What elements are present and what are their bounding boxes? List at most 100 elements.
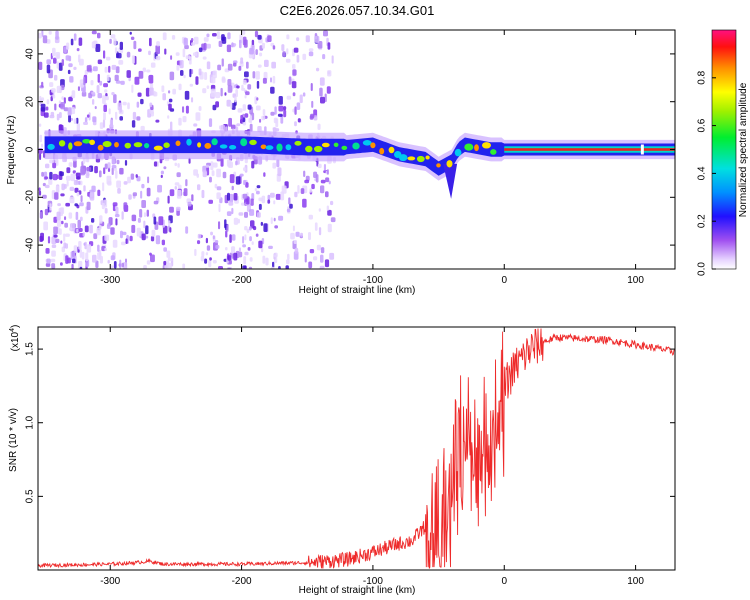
ridge-blob (89, 139, 95, 145)
ridge-blob (305, 145, 313, 153)
noise-speckle (267, 35, 272, 42)
noise-speckle (113, 38, 117, 46)
noise-speckle (73, 33, 77, 41)
y-tick-label: 40 (25, 48, 36, 60)
noise-speckle (141, 233, 146, 241)
noise-speckle (38, 32, 42, 39)
noise-speckle (317, 41, 323, 49)
noise-speckle (249, 115, 252, 124)
noise-speckle (50, 258, 56, 263)
noise-speckle (249, 236, 252, 242)
noise-speckle (49, 114, 55, 119)
noise-speckle (73, 245, 78, 253)
y-tick-label: -20 (25, 190, 36, 205)
noise-speckle (245, 182, 249, 188)
noise-speckle (182, 48, 186, 58)
noise-speckle (267, 199, 271, 204)
noise-speckle (121, 262, 124, 268)
noise-speckle (126, 51, 131, 58)
noise-speckle (289, 203, 293, 209)
colorbar-tick-label: 0.6 (697, 118, 708, 132)
colorbar: 0.0 0.2 0.4 0.6 0.8 Normalized spectral ampl… (697, 29, 749, 276)
noise-speckle (131, 84, 134, 93)
noise-speckle (148, 50, 151, 56)
ridge-blob (211, 138, 218, 146)
noise-speckle (263, 71, 268, 80)
noise-speckle (86, 201, 91, 211)
noise-speckle (244, 226, 248, 231)
noise-speckle (97, 189, 101, 197)
snr-y-label: SNR (10 * v/v) (8, 408, 19, 472)
noise-speckle (249, 123, 253, 132)
noise-speckle (99, 170, 102, 178)
ridge-blob (144, 143, 150, 149)
noise-speckle (104, 234, 110, 241)
noise-speckle (254, 187, 258, 192)
noise-speckle (215, 92, 221, 99)
x-tick-label: 100 (627, 275, 644, 286)
noise-speckle (184, 90, 190, 100)
noise-speckle (106, 224, 111, 229)
noise-speckle (308, 51, 314, 57)
noise-speckle (231, 234, 236, 241)
noise-speckle (195, 112, 201, 121)
noise-speckle (281, 44, 285, 52)
noise-speckle (155, 119, 160, 123)
noise-speckle (235, 89, 238, 98)
noise-speckle (238, 251, 243, 258)
noise-speckle (212, 260, 217, 264)
x-tick-label: -100 (363, 576, 383, 587)
noise-speckle (218, 266, 223, 269)
noise-speckle (195, 76, 199, 85)
noise-speckle (99, 249, 102, 259)
noise-speckle (172, 88, 176, 95)
noise-speckle (97, 73, 100, 83)
x-tick-label: 0 (501, 275, 507, 286)
noise-speckle (39, 235, 43, 242)
noise-speckle (183, 188, 188, 197)
carrier-line (504, 148, 675, 151)
noise-speckle (285, 58, 291, 63)
noise-speckle (319, 87, 323, 97)
noise-speckle (241, 87, 246, 91)
noise-speckle (118, 60, 124, 65)
noise-speckle (294, 106, 297, 115)
noise-speckle (209, 176, 212, 183)
noise-speckle (119, 41, 123, 50)
noise-speckle (136, 116, 141, 121)
noise-speckle (38, 187, 41, 192)
noise-speckle (114, 74, 119, 82)
ridge-blob (285, 144, 292, 151)
noise-speckle (46, 59, 52, 65)
noise-speckle (259, 52, 263, 57)
ridge-blob (197, 142, 202, 148)
noise-speckle (135, 174, 138, 178)
spectrogram-x-ticks: -300 -200 -100 0 100 (100, 30, 644, 286)
noise-speckle (226, 159, 232, 167)
noise-speckle (244, 71, 249, 78)
noise-speckle (242, 236, 245, 244)
noise-speckle (68, 162, 73, 167)
ridge-blob (163, 142, 170, 148)
noise-speckle (272, 261, 275, 268)
noise-speckle (130, 36, 135, 40)
noise-speckle (296, 102, 301, 110)
noise-speckle (55, 185, 60, 194)
noise-speckle (264, 59, 269, 67)
noise-speckle (209, 257, 212, 261)
noise-speckle (204, 258, 208, 264)
noise-speckle (117, 188, 121, 194)
noise-speckle (257, 64, 262, 68)
noise-speckle (208, 118, 213, 127)
noise-speckle (38, 190, 42, 196)
noise-speckle (95, 260, 99, 268)
noise-speckle (56, 113, 60, 121)
noise-speckle (108, 108, 111, 115)
noise-speckle (216, 186, 222, 191)
noise-speckle (302, 92, 306, 97)
noise-speckle (229, 234, 232, 243)
noise-speckle (319, 77, 325, 86)
noise-speckle (73, 159, 77, 168)
y-tick-label: 20 (25, 96, 36, 108)
noise-speckle (49, 203, 52, 211)
